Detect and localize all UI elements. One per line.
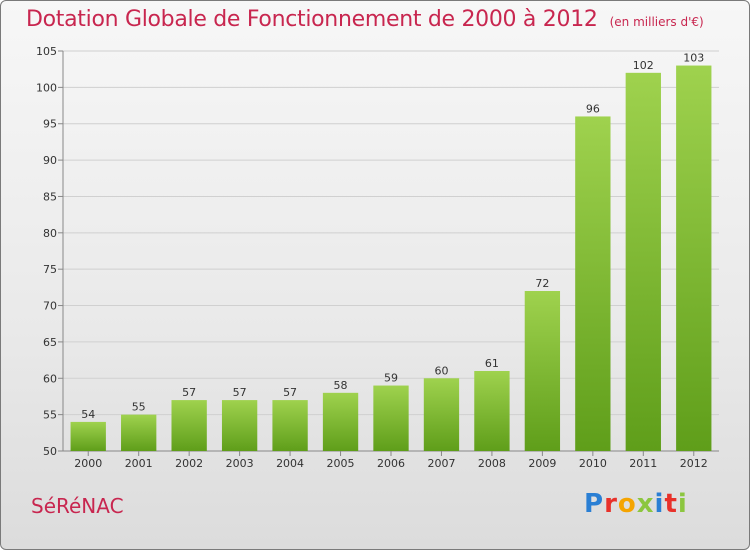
bar-2003 bbox=[221, 400, 258, 451]
x-tick-label-2000: 2000 bbox=[74, 457, 102, 470]
value-label-2011: 102 bbox=[633, 59, 654, 72]
proxiti-logo[interactable]: Proxiti bbox=[584, 489, 688, 519]
chart-title: Dotation Globale de Fonctionnement de 20… bbox=[26, 7, 704, 32]
x-tick-label-2006: 2006 bbox=[377, 457, 405, 470]
y-tick-label: 85 bbox=[43, 190, 57, 203]
x-tick-label-2001: 2001 bbox=[125, 457, 153, 470]
logo-letter: o bbox=[617, 489, 637, 519]
logo-letter: i bbox=[654, 489, 665, 519]
value-label-2010: 96 bbox=[586, 102, 600, 115]
value-label-2004: 57 bbox=[283, 386, 297, 399]
bar-2001 bbox=[121, 414, 157, 451]
logo-letter: r bbox=[604, 489, 618, 519]
y-tick-label: 50 bbox=[43, 445, 57, 458]
y-tick-label: 60 bbox=[43, 372, 57, 385]
y-tick-label: 95 bbox=[43, 118, 57, 131]
x-tick-label-2011: 2011 bbox=[629, 457, 657, 470]
y-tick-label: 105 bbox=[36, 45, 57, 58]
bar-2005 bbox=[322, 392, 359, 451]
y-tick-label: 100 bbox=[36, 81, 57, 94]
x-tick-label-2007: 2007 bbox=[427, 457, 455, 470]
logo-letter: x bbox=[636, 489, 655, 519]
x-tick-label-2010: 2010 bbox=[579, 457, 607, 470]
logo-letter: P bbox=[584, 489, 605, 519]
y-tick-label: 70 bbox=[43, 300, 57, 313]
bar-2000 bbox=[70, 421, 106, 451]
bar-2008 bbox=[474, 371, 510, 451]
value-label-2003: 57 bbox=[233, 386, 247, 399]
y-tick-label: 80 bbox=[43, 227, 57, 240]
labels: 50 55 60 65 70 75 80 85 90 95 100 105 54 2000 55 2001 57… bbox=[36, 45, 708, 470]
value-label-2008: 61 bbox=[485, 357, 499, 370]
bar-2010 bbox=[575, 116, 611, 452]
y-tick-label: 75 bbox=[43, 263, 57, 276]
chart-subtitle: (en milliers d'€) bbox=[609, 15, 704, 29]
x-tick-label-2002: 2002 bbox=[175, 457, 203, 470]
bar-2009 bbox=[524, 291, 561, 451]
bar-2002 bbox=[171, 400, 207, 451]
chart-title-text: Dotation Globale de Fonctionnement de 20… bbox=[26, 7, 598, 32]
value-label-2012: 103 bbox=[683, 52, 704, 65]
value-label-2005: 58 bbox=[334, 379, 348, 392]
x-tick-label-2003: 2003 bbox=[226, 457, 254, 470]
logo-letter: i bbox=[677, 489, 688, 519]
value-label-2002: 57 bbox=[182, 386, 196, 399]
x-tick-label-2008: 2008 bbox=[478, 457, 506, 470]
commune-name: SéRéNAC bbox=[31, 494, 124, 518]
bar-2012 bbox=[676, 65, 712, 451]
bar-2011 bbox=[625, 72, 661, 452]
x-tick-label-2012: 2012 bbox=[680, 457, 708, 470]
y-tick-label: 65 bbox=[43, 336, 57, 349]
y-tick-label: 55 bbox=[43, 409, 57, 422]
logo-letter: t bbox=[664, 489, 678, 519]
bars bbox=[70, 65, 712, 452]
value-label-2000: 54 bbox=[81, 408, 95, 421]
bar-2004 bbox=[272, 400, 308, 451]
x-tick-label-2005: 2005 bbox=[327, 457, 355, 470]
y-tick-label: 90 bbox=[43, 154, 57, 167]
value-label-2007: 60 bbox=[434, 364, 448, 377]
value-label-2009: 72 bbox=[535, 277, 549, 290]
bar-2006 bbox=[373, 385, 409, 451]
x-tick-label-2004: 2004 bbox=[276, 457, 304, 470]
bar-2007 bbox=[423, 378, 460, 451]
x-tick-label-2009: 2009 bbox=[528, 457, 556, 470]
value-label-2006: 59 bbox=[384, 372, 398, 385]
value-label-2001: 55 bbox=[132, 401, 146, 414]
